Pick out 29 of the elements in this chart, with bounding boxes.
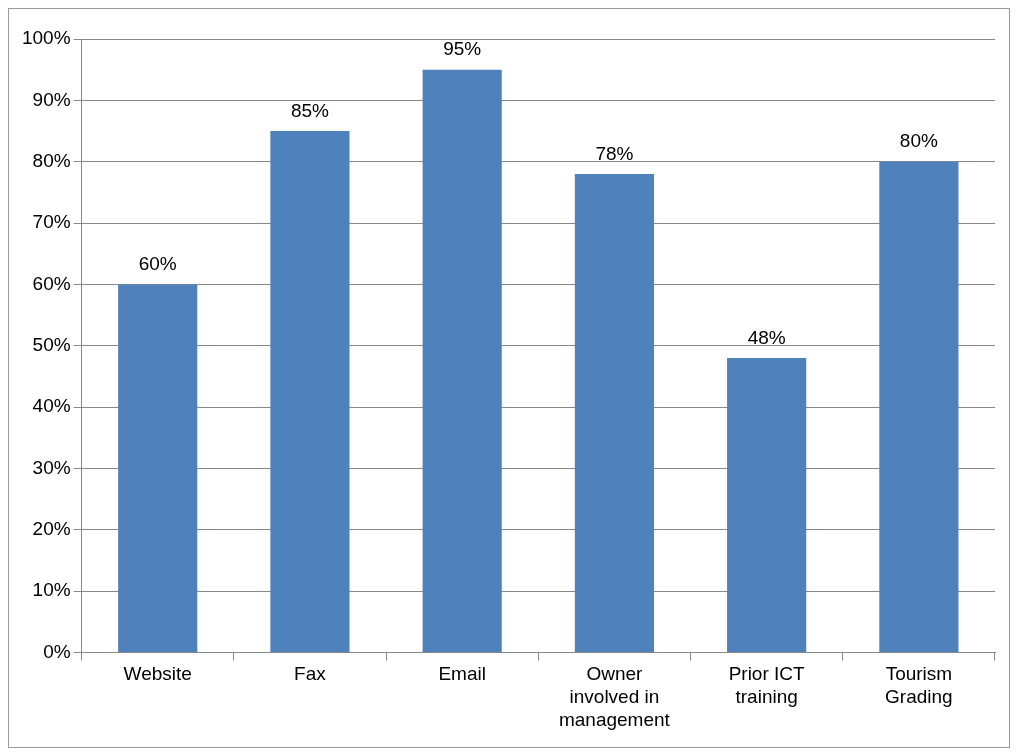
bar: [574, 173, 654, 653]
data-label: 80%: [899, 130, 938, 152]
x-tick-label: Website: [123, 663, 192, 685]
x-tick-label: Tourism Grading: [885, 663, 953, 708]
y-tick-label: 0%: [43, 640, 71, 662]
data-label: 95%: [443, 38, 482, 60]
data-label: 48%: [747, 326, 786, 348]
y-tick-label: 50%: [32, 334, 71, 356]
data-label: 78%: [595, 142, 634, 164]
bar: [422, 69, 502, 653]
y-tick-label: 60%: [32, 272, 71, 294]
y-tick-label: 30%: [32, 456, 71, 478]
x-tick-label: Prior ICT training: [728, 663, 806, 708]
bar: [118, 284, 198, 653]
y-tick-label: 40%: [32, 395, 71, 417]
data-label: 60%: [138, 253, 177, 275]
bar: [727, 358, 807, 653]
y-tick-label: 80%: [32, 149, 71, 171]
y-tick-label: 90%: [32, 88, 71, 110]
x-tick-label: Owner involved in management: [558, 663, 671, 730]
bar: [879, 161, 959, 653]
x-tick-label: Email: [438, 663, 486, 685]
y-tick-label: 20%: [32, 518, 71, 540]
y-tick-label: 70%: [32, 211, 71, 233]
y-tick-label: 100%: [21, 27, 71, 49]
data-label: 85%: [290, 99, 330, 121]
x-tick-label: Fax: [294, 663, 327, 685]
bar: [270, 131, 350, 653]
y-tick-label: 10%: [32, 579, 71, 601]
